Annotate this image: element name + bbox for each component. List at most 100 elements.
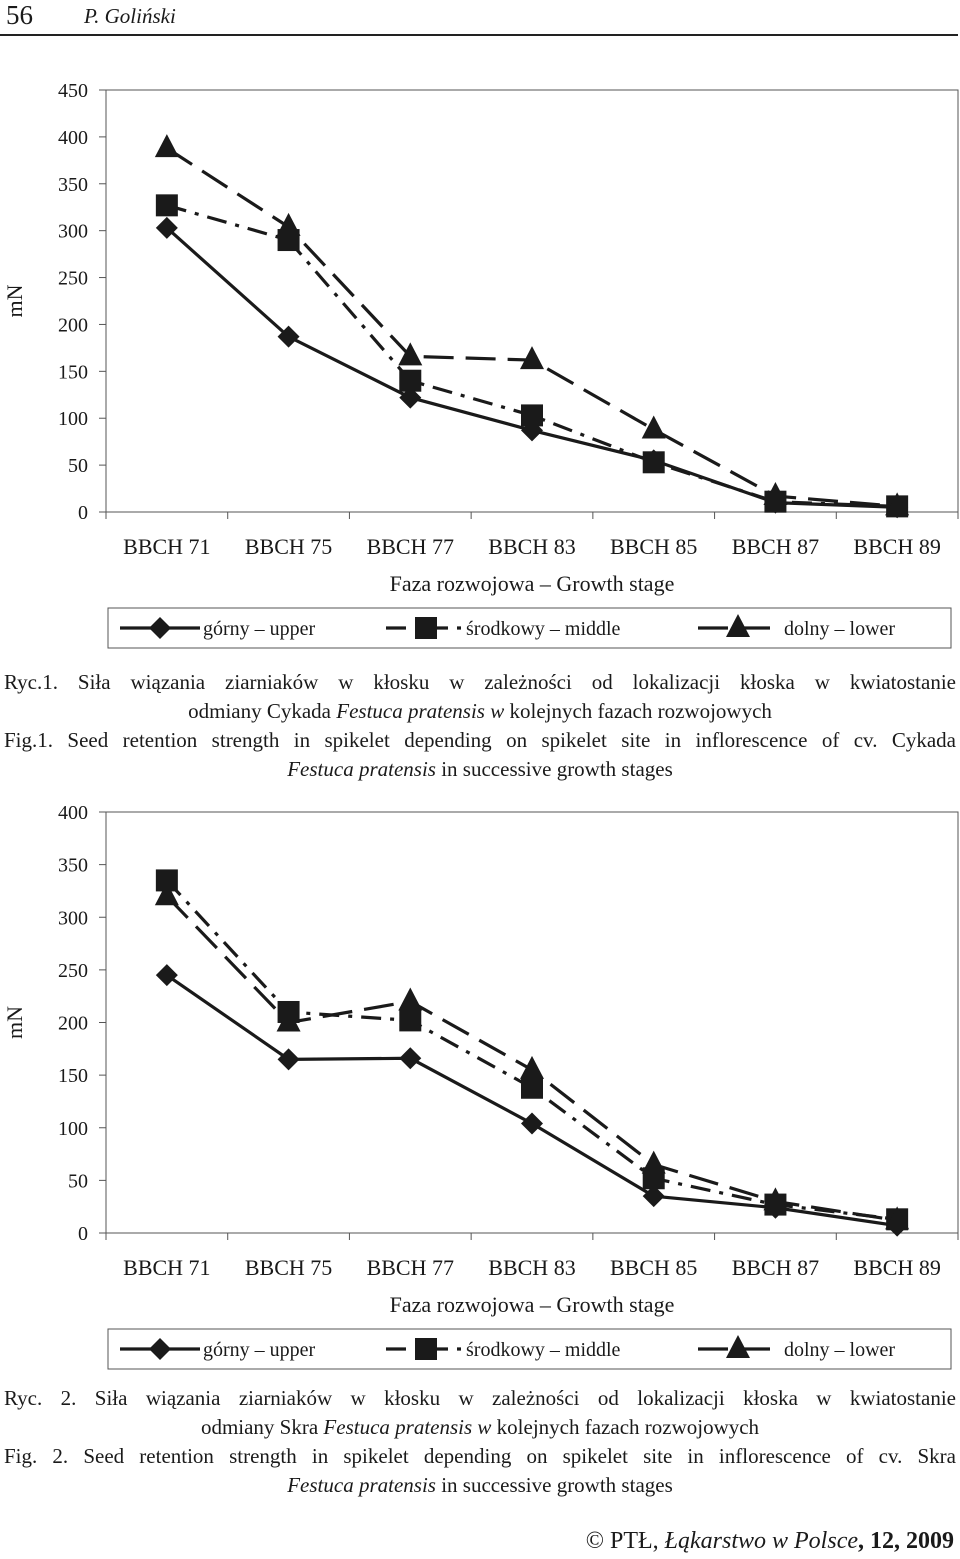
- data-point-triangle: [398, 987, 423, 1011]
- caption-pl-line-2: odmiany Skra Festuca pratensis w kolejny…: [200, 1415, 760, 1439]
- legend-label: środkowy – middle: [466, 1339, 621, 1361]
- y-tick-label: 300: [58, 221, 88, 243]
- y-tick-label: 100: [58, 408, 88, 430]
- y-axis-title: mN: [2, 1006, 27, 1039]
- data-point-square: [642, 451, 665, 474]
- data-point-diamond: [399, 386, 422, 409]
- x-axis-title: Faza rozwojowa – Growth stage: [390, 1292, 675, 1317]
- x-tick-label: BBCH 83: [488, 1255, 575, 1280]
- y-tick-label: 350: [58, 174, 88, 196]
- data-point-triangle: [763, 1187, 788, 1211]
- x-tick-label: BBCH 87: [732, 534, 819, 559]
- caption-en-line-2: Festuca pratensis in successive growth s…: [287, 1473, 673, 1497]
- page-footer: © PTŁ, Łąkarstwo w Polsce, 12, 2009: [585, 1528, 954, 1554]
- caption-en-line-2: Festuca pratensis in successive growth s…: [287, 757, 673, 781]
- figure-2-caption: Ryc. 2. Siła wiązania ziarniaków w kłosk…: [0, 1384, 960, 1500]
- legend: górny – upper środkowy – middle dolny – lo…: [107, 607, 952, 649]
- data-point-triangle: [154, 882, 179, 906]
- caption-pl-line-1: Ryc.1. Siła wiązania ziarniaków w kłosku…: [4, 670, 956, 694]
- data-point-triangle: [641, 415, 666, 439]
- legend-label: górny – upper: [203, 1339, 316, 1361]
- legend-swatch-marker: [726, 614, 750, 637]
- data-point-square: [155, 869, 178, 892]
- caption-pl-line-1: Ryc. 2. Siła wiązania ziarniaków w kłosk…: [4, 1386, 956, 1410]
- legend-frame: [107, 1328, 952, 1370]
- x-tick-label: BBCH 89: [853, 1255, 940, 1280]
- plot-area-frame: [105, 89, 959, 513]
- data-point-triangle: [885, 1206, 910, 1230]
- caption-pl-line-2: odmiany Cykada Festuca pratensis w kolej…: [188, 699, 772, 723]
- x-tick-label: BBCH 75: [245, 534, 332, 559]
- caption-en-line-1: Fig.1. Seed retention strength in spikel…: [4, 728, 956, 752]
- caption-en-line-1: Fig. 2. Seed retention strength in spike…: [4, 1444, 956, 1468]
- data-point-diamond: [642, 1185, 665, 1208]
- y-tick-label: 250: [58, 268, 88, 290]
- series-square: [155, 869, 909, 1231]
- legend-swatch-marker: [149, 617, 171, 639]
- data-point-diamond: [399, 1047, 422, 1070]
- x-tick-label: BBCH 75: [245, 1255, 332, 1280]
- legend-frame: [107, 607, 952, 649]
- y-tick-label: 150: [58, 361, 88, 383]
- series-triangle: [154, 134, 910, 516]
- legend-swatch-marker: [726, 1335, 750, 1358]
- series-diamond: [155, 964, 909, 1237]
- data-point-triangle: [520, 346, 544, 370]
- data-point-diamond: [277, 325, 300, 348]
- data-point-square: [399, 1009, 422, 1032]
- y-tick-label: 150: [58, 1065, 88, 1087]
- data-point-square: [521, 404, 543, 427]
- data-point-triangle: [398, 342, 423, 366]
- series-line: [165, 973, 898, 1228]
- data-point-triangle: [520, 1055, 544, 1079]
- figure-1-chart: 0 50 100 150 200 250 300 350 400 450 BBCH 71 BBCH 7…: [2, 80, 959, 649]
- figure-1-caption: Ryc.1. Siła wiązania ziarniaków w kłosku…: [0, 668, 960, 784]
- figure-2-chart: 0 50 100 150 200 250 300 350 400 BBCH 71 BBCH 75 BB…: [2, 802, 959, 1370]
- y-tick-label: 50: [68, 1170, 88, 1192]
- y-tick-label: 200: [58, 314, 88, 336]
- x-tick-label: BBCH 77: [367, 534, 454, 559]
- data-point-diamond: [155, 964, 178, 987]
- x-tick-label: BBCH 89: [853, 534, 940, 559]
- legend-label: górny – upper: [203, 618, 316, 640]
- y-tick-label: 400: [58, 802, 88, 824]
- y-tick-label: 350: [58, 855, 88, 877]
- data-point-diamond: [277, 1048, 300, 1071]
- x-tick-label: BBCH 71: [123, 1255, 210, 1280]
- x-tick-label: BBCH 85: [610, 1255, 697, 1280]
- legend-swatch-marker: [149, 1338, 171, 1360]
- x-axis-title: Faza rozwojowa – Growth stage: [390, 571, 675, 596]
- page-header: 56 P. Goliński: [0, 0, 958, 36]
- legend-label: dolny – lower: [784, 1339, 895, 1361]
- y-tick-label: 0: [78, 1223, 88, 1245]
- page-number: 56: [6, 0, 33, 30]
- y-axis-title: mN: [2, 284, 27, 317]
- data-point-square: [521, 1076, 543, 1099]
- data-point-triangle: [641, 1150, 666, 1174]
- x-tick-label: BBCH 71: [123, 534, 210, 559]
- y-tick-label: 50: [68, 455, 88, 477]
- data-point-triangle: [885, 492, 910, 516]
- y-tick-label: 300: [58, 907, 88, 929]
- y-tick-label: 200: [58, 1013, 88, 1035]
- y-tick-label: 0: [78, 502, 88, 524]
- data-point-square: [399, 369, 422, 392]
- x-tick-label: BBCH 77: [367, 1255, 454, 1280]
- x-tick-label: BBCH 87: [732, 1255, 819, 1280]
- data-point-triangle: [154, 134, 179, 158]
- y-tick-label: 100: [58, 1118, 88, 1140]
- legend: górny – upper środkowy – middle dolny – lo…: [107, 1328, 952, 1370]
- data-point-diamond: [155, 216, 178, 239]
- data-point-square: [155, 194, 178, 217]
- legend-label: dolny – lower: [784, 618, 895, 640]
- data-point-triangle: [276, 212, 301, 236]
- x-tick-label: BBCH 85: [610, 534, 697, 559]
- legend-swatch-marker: [415, 1338, 437, 1360]
- y-tick-label: 400: [58, 127, 88, 149]
- y-tick-label: 250: [58, 960, 88, 982]
- series-triangle: [154, 882, 910, 1230]
- x-tick-label: BBCH 83: [488, 534, 575, 559]
- data-point-triangle: [763, 482, 788, 506]
- data-point-triangle: [276, 1008, 301, 1032]
- legend-swatch-marker: [415, 617, 437, 639]
